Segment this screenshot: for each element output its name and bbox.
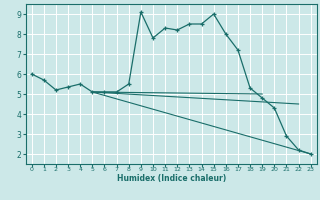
X-axis label: Humidex (Indice chaleur): Humidex (Indice chaleur) xyxy=(116,174,226,183)
